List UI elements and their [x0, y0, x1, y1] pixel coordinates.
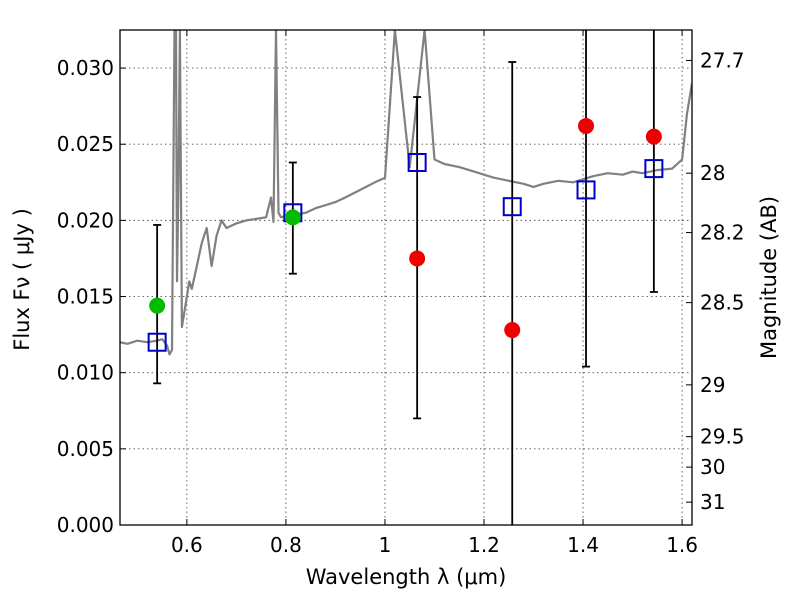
nondetection-point	[409, 250, 426, 267]
right-tick-label: 28	[700, 161, 725, 185]
y-tick-label: 0.000	[57, 513, 114, 537]
x-tick-label: 1.4	[567, 533, 599, 557]
nondetection-point	[645, 128, 662, 145]
grid	[120, 30, 692, 526]
right-tick-label: 29	[700, 373, 725, 397]
right-tick-label: 31	[700, 490, 725, 514]
detection-point	[284, 209, 301, 226]
model-square-marker	[407, 153, 427, 173]
y-tick-label: 0.010	[57, 361, 114, 385]
x-axis-label: Wavelength λ (μm)	[306, 565, 507, 589]
right-tick-label: 27.7	[700, 48, 745, 72]
nondetection-point	[504, 322, 521, 339]
right-tick-label: 28.2	[700, 221, 745, 245]
right-tick-label: 30	[700, 455, 725, 479]
x-tick-label: 1	[379, 533, 392, 557]
x-tick-label: 1.6	[666, 533, 698, 557]
right-tick-label: 28.5	[700, 291, 745, 315]
model-square-marker	[576, 180, 596, 200]
plot-area	[120, 30, 692, 525]
model-square-marker	[644, 159, 664, 179]
axes: 0.6 0.8 1 1.2 1.4 1.6 0.000 0.005 0.010 0.015 0.02…	[57, 30, 745, 557]
y-axis-right-label: Magnitude (AB)	[757, 196, 781, 359]
y-axis-label: Flux Fν ( μJy )	[10, 208, 34, 351]
plot-frame	[119, 29, 693, 526]
y-tick-label: 0.015	[57, 285, 114, 309]
model-square-marker	[147, 332, 167, 352]
x-tick-label: 0.8	[270, 533, 302, 557]
y-tick-label: 0.005	[57, 437, 114, 461]
detection-point	[149, 297, 166, 314]
y-tick-label: 0.025	[57, 132, 114, 156]
x-tick-label: 1.2	[468, 533, 500, 557]
y-tick-label: 0.020	[57, 208, 114, 232]
y-tick-label: 0.030	[57, 56, 114, 80]
x-tick-label: 0.6	[171, 533, 203, 557]
nondetection-point	[578, 117, 595, 134]
right-tick-label: 29.5	[700, 425, 745, 449]
model-square-marker	[502, 197, 522, 217]
